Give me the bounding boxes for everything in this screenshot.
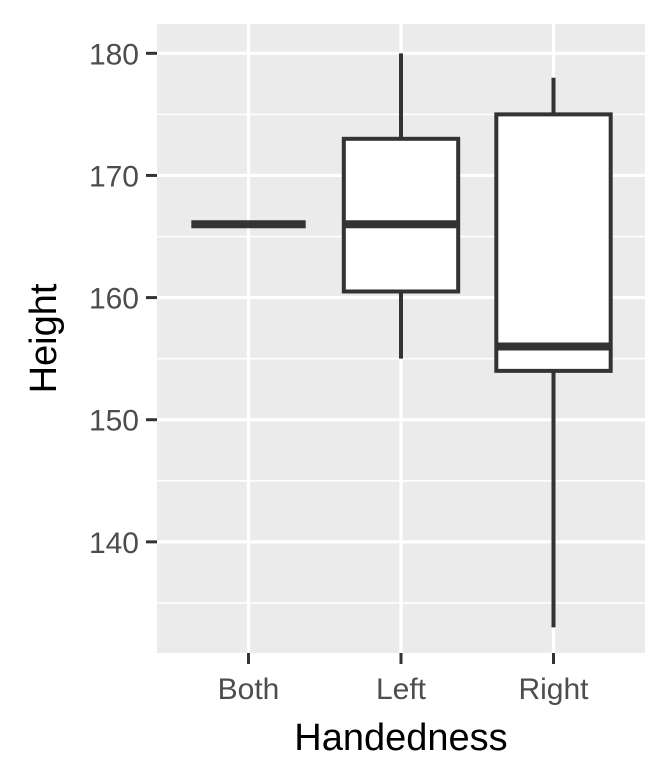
x-tick-label: Both xyxy=(218,673,280,706)
y-tick-label: 150 xyxy=(89,405,139,438)
x-tick-label: Right xyxy=(518,673,589,706)
x-tick-label: Left xyxy=(376,673,427,706)
y-tick-label: 140 xyxy=(89,527,139,560)
x-axis-title: Handedness xyxy=(294,717,507,759)
y-tick-label: 180 xyxy=(89,38,139,71)
y-axis: 140 150 160 170 180 xyxy=(89,38,157,560)
boxes xyxy=(191,53,613,628)
iqr-box xyxy=(494,112,613,373)
y-axis-title: Height xyxy=(23,283,65,393)
box-left xyxy=(341,53,461,359)
x-axis: Both Left Right xyxy=(218,653,589,706)
box-right xyxy=(494,77,613,628)
y-tick-label: 170 xyxy=(89,160,139,193)
y-tick-label: 160 xyxy=(89,283,139,316)
iqr-box xyxy=(341,136,461,294)
